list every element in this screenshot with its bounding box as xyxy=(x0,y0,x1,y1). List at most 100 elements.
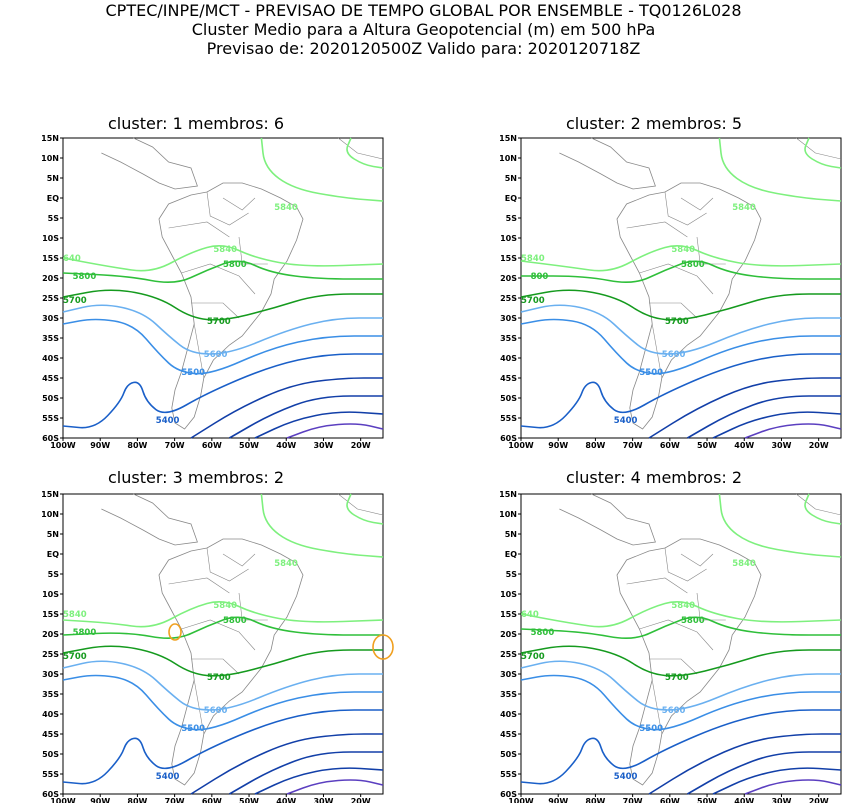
lat-tick-label: 5N xyxy=(505,174,517,183)
header-dates: Previsao de: 2020120500Z Valido para: 20… xyxy=(206,39,641,58)
lat-tick-label: 10S xyxy=(42,234,59,243)
contour-label: 5840 xyxy=(213,245,237,255)
map-panel-3: cluster: 3 membros: 2 5840 5840 5840 5800 58… xyxy=(0,466,400,803)
contour-label: 5700 xyxy=(521,296,545,306)
lat-tick-label: 50S xyxy=(42,394,59,403)
lat-tick-label: 25S xyxy=(42,650,59,659)
lon-tick-label: 80W xyxy=(127,797,147,803)
contour-label: 5700 xyxy=(63,296,87,306)
contour-label: 5700 xyxy=(207,673,231,683)
lat-tick-label: 5N xyxy=(505,530,517,539)
lon-tick-label: 80W xyxy=(585,797,605,803)
lat-tick-label: 5S xyxy=(48,570,60,579)
lat-tick-label: 20S xyxy=(500,274,517,283)
lon-tick-label: 40W xyxy=(276,797,296,803)
lon-tick-label: 100W xyxy=(508,797,534,803)
lat-tick-label: 60S xyxy=(42,434,59,443)
lat-tick-label: 5S xyxy=(48,214,60,223)
lat-tick-label: 20S xyxy=(42,274,59,283)
lat-tick-label: 10S xyxy=(500,590,517,599)
lat-tick-label: EQ xyxy=(505,194,517,203)
contour-label: 5500 xyxy=(181,368,205,378)
contour-label: 5800 xyxy=(73,272,97,282)
lat-tick-label: 40S xyxy=(42,354,59,363)
lat-tick-label: 15N xyxy=(499,490,517,499)
panel-2-title: cluster: 2 membros: 5 xyxy=(566,114,743,133)
contour-label: 5700 xyxy=(521,652,545,662)
contour-label: 5400 xyxy=(614,416,638,426)
lon-tick-label: 30W xyxy=(771,797,791,803)
lon-tick-label: 50W xyxy=(239,797,259,803)
lat-tick-label: 45S xyxy=(500,374,517,383)
contour-label: 5840 xyxy=(213,601,237,611)
lat-tick-label: 10N xyxy=(499,154,517,163)
lon-tick-label: 40W xyxy=(734,797,754,803)
contour-label: 5500 xyxy=(639,368,663,378)
lat-tick-label: 15S xyxy=(42,254,59,263)
lat-tick-label: 45S xyxy=(500,730,517,739)
lat-tick-label: 10S xyxy=(42,590,59,599)
lon-tick-label: 90W xyxy=(548,441,568,450)
lon-tick-label: 100W xyxy=(50,441,76,450)
lon-tick-label: 30W xyxy=(771,441,791,450)
header-subtitle: Cluster Medio para a Altura Geopotencial… xyxy=(191,20,656,39)
contour-label: 5840 xyxy=(671,601,695,611)
lat-tick-label: 55S xyxy=(500,414,517,423)
contour-label: 5400 xyxy=(614,772,638,782)
lat-tick-label: EQ xyxy=(505,550,517,559)
contour-label: 5700 xyxy=(665,673,689,683)
contour-label: 640 xyxy=(521,610,539,620)
lat-tick-label: 45S xyxy=(42,374,59,383)
lat-tick-label: 5N xyxy=(47,174,59,183)
lon-tick-label: 50W xyxy=(697,441,717,450)
lat-tick-label: 45S xyxy=(42,730,59,739)
lat-tick-label: 40S xyxy=(500,710,517,719)
lon-tick-label: 40W xyxy=(734,441,754,450)
contour-label: 5400 xyxy=(156,416,180,426)
contour-label: 5840 xyxy=(732,559,756,569)
lon-tick-label: 20W xyxy=(351,797,371,803)
lon-tick-label: 80W xyxy=(127,441,147,450)
lat-tick-label: 5S xyxy=(506,570,518,579)
lat-tick-label: 10N xyxy=(41,510,59,519)
lon-tick-label: 60W xyxy=(202,797,222,803)
lat-tick-label: 20S xyxy=(42,630,59,639)
lat-tick-label: 50S xyxy=(500,394,517,403)
lat-tick-label: 60S xyxy=(500,790,517,799)
header-title: CPTEC/INPE/MCT - PREVISAO DE TEMPO GLOBA… xyxy=(105,1,742,20)
contour-label: 5600 xyxy=(204,706,228,716)
map-plot-2: 5840 5840 5840 5800 800 5700 5700 5600 5500 5400 1… xyxy=(499,134,842,450)
lat-tick-label: 30S xyxy=(42,670,59,679)
panel-4-title: cluster: 4 membros: 2 xyxy=(566,468,743,487)
lat-tick-label: 30S xyxy=(500,670,517,679)
lon-tick-label: 70W xyxy=(623,797,643,803)
lon-tick-label: 90W xyxy=(90,797,110,803)
contour-label: 5500 xyxy=(181,724,205,734)
lon-tick-label: 70W xyxy=(165,441,185,450)
contour-label: 5600 xyxy=(662,706,686,716)
map-plot-3: 5840 5840 5840 5800 5800 5700 5700 5600 5500 5400… xyxy=(41,490,394,803)
lat-tick-label: 60S xyxy=(500,434,517,443)
contour-label: 5840 xyxy=(521,254,545,264)
map-plot-1: 5840 5840 640 5800 5800 5700 5700 5600 5500 5400 1… xyxy=(41,134,384,450)
contour-label: 5840 xyxy=(274,559,298,569)
lat-tick-label: EQ xyxy=(47,194,59,203)
lon-tick-label: 40W xyxy=(276,441,296,450)
lat-tick-label: 5N xyxy=(47,530,59,539)
lat-tick-label: 50S xyxy=(42,750,59,759)
contour-label: 5400 xyxy=(156,772,180,782)
lat-tick-label: 60S xyxy=(42,790,59,799)
lat-tick-label: 15N xyxy=(41,490,59,499)
contour-label: 800 xyxy=(531,272,549,282)
contour-label: 5840 xyxy=(671,245,695,255)
lon-tick-label: 100W xyxy=(50,797,76,803)
lat-tick-label: 15N xyxy=(499,134,517,143)
lon-tick-label: 60W xyxy=(660,441,680,450)
contour-label: 5840 xyxy=(274,203,298,213)
lon-tick-label: 90W xyxy=(90,441,110,450)
lon-tick-label: 80W xyxy=(585,441,605,450)
lat-tick-label: 25S xyxy=(500,294,517,303)
lat-tick-label: 15N xyxy=(41,134,59,143)
lon-tick-label: 50W xyxy=(239,441,259,450)
panel-1-title: cluster: 1 membros: 6 xyxy=(108,114,285,133)
